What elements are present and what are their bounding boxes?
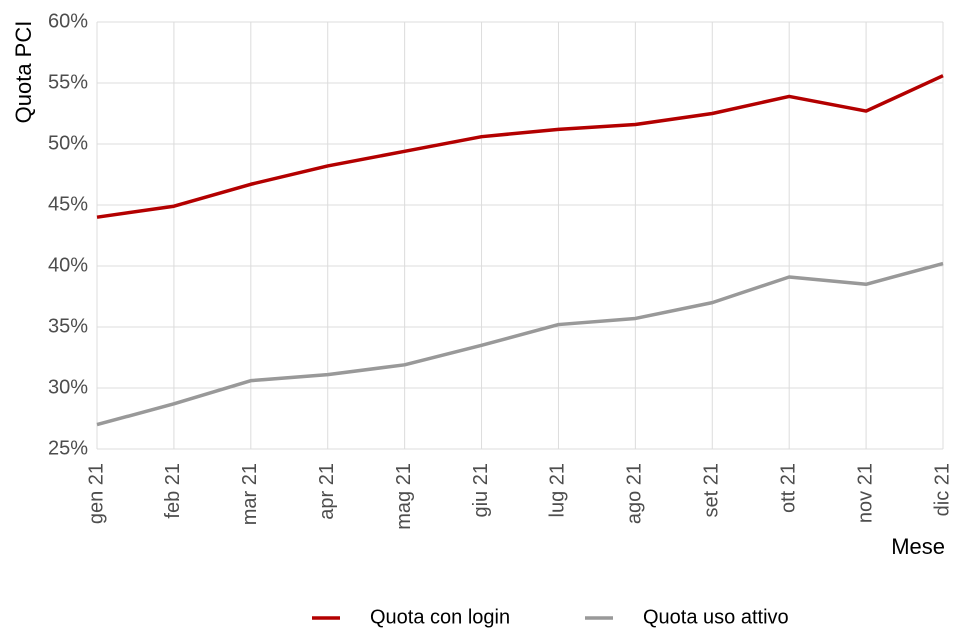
y-tick-label: 25% bbox=[48, 437, 88, 459]
y-tick-label: 45% bbox=[48, 193, 88, 215]
line bbox=[96, 74, 944, 219]
y-tick-label: 30% bbox=[48, 376, 88, 398]
x-tick-label: mag 21 bbox=[393, 463, 415, 530]
x-tick-label: apr 21 bbox=[316, 463, 338, 520]
x-axis-title: Mese bbox=[891, 534, 945, 559]
x-tick-label: set 21 bbox=[701, 463, 723, 517]
y-tick-label: 55% bbox=[48, 71, 88, 93]
legend-label: Quota con login bbox=[370, 606, 510, 628]
x-tick-label: gen 21 bbox=[85, 463, 107, 524]
x-tick-label: nov 21 bbox=[854, 463, 876, 523]
y-axis-title: Quota PCI bbox=[11, 21, 36, 124]
y-tick-label: 40% bbox=[48, 254, 88, 276]
line bbox=[96, 261, 944, 427]
x-tick-label: dic 21 bbox=[931, 463, 953, 516]
x-tick-label: mar 21 bbox=[239, 463, 261, 525]
legend-label: Quota uso attivo bbox=[643, 606, 789, 628]
x-tick-label: giu 21 bbox=[470, 463, 492, 518]
x-tick-label: lug 21 bbox=[547, 463, 569, 518]
x-tick-label: ott 21 bbox=[777, 463, 799, 513]
y-tick-label: 50% bbox=[48, 132, 88, 154]
x-tick-label: feb 21 bbox=[162, 463, 184, 519]
y-tick-label: 60% bbox=[48, 10, 88, 32]
y-tick-label: 35% bbox=[48, 315, 88, 337]
x-tick-label: ago 21 bbox=[624, 463, 646, 524]
